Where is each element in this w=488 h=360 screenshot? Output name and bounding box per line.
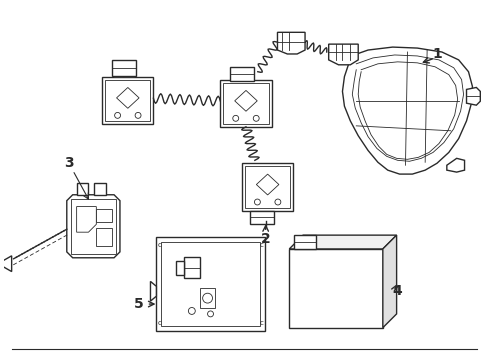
Bar bbox=[220, 80, 271, 127]
Text: c: c bbox=[157, 242, 161, 248]
Polygon shape bbox=[256, 174, 278, 195]
Text: 4: 4 bbox=[392, 284, 402, 298]
Polygon shape bbox=[289, 235, 396, 249]
Polygon shape bbox=[96, 228, 112, 246]
Circle shape bbox=[274, 199, 280, 205]
Bar bbox=[71, 199, 116, 254]
Polygon shape bbox=[123, 64, 133, 77]
Circle shape bbox=[202, 293, 212, 303]
Polygon shape bbox=[328, 44, 358, 65]
Bar bbox=[112, 60, 136, 76]
Bar bbox=[230, 67, 253, 81]
Bar bbox=[249, 211, 273, 224]
Polygon shape bbox=[77, 207, 96, 232]
Text: c: c bbox=[259, 320, 263, 326]
Text: 2: 2 bbox=[260, 232, 270, 246]
Bar bbox=[244, 166, 290, 208]
Polygon shape bbox=[114, 64, 123, 77]
Polygon shape bbox=[234, 90, 257, 111]
Polygon shape bbox=[0, 256, 12, 271]
Bar bbox=[161, 242, 259, 326]
Polygon shape bbox=[466, 87, 479, 105]
Circle shape bbox=[188, 307, 195, 314]
Bar bbox=[242, 163, 293, 211]
Circle shape bbox=[114, 112, 121, 118]
Circle shape bbox=[232, 115, 238, 121]
Polygon shape bbox=[183, 257, 199, 278]
Bar bbox=[289, 249, 382, 328]
Text: 3: 3 bbox=[64, 156, 73, 170]
Polygon shape bbox=[446, 158, 464, 172]
Circle shape bbox=[253, 115, 259, 121]
Text: c: c bbox=[259, 242, 263, 248]
Text: 5: 5 bbox=[134, 297, 143, 311]
Polygon shape bbox=[277, 32, 305, 54]
Polygon shape bbox=[342, 47, 471, 174]
Bar bbox=[94, 183, 106, 195]
Bar bbox=[223, 82, 268, 124]
Bar bbox=[156, 237, 264, 330]
Bar bbox=[102, 77, 153, 124]
Bar bbox=[77, 183, 88, 195]
Text: 1: 1 bbox=[431, 47, 441, 61]
Text: c: c bbox=[157, 320, 161, 326]
Polygon shape bbox=[67, 195, 120, 258]
Polygon shape bbox=[176, 261, 183, 275]
Circle shape bbox=[207, 311, 213, 317]
Polygon shape bbox=[382, 235, 396, 328]
Bar bbox=[105, 80, 150, 121]
Polygon shape bbox=[199, 288, 215, 308]
Polygon shape bbox=[150, 282, 156, 301]
Polygon shape bbox=[96, 208, 112, 222]
Polygon shape bbox=[116, 87, 139, 108]
Circle shape bbox=[254, 199, 260, 205]
Circle shape bbox=[135, 112, 141, 118]
Bar bbox=[294, 235, 315, 249]
